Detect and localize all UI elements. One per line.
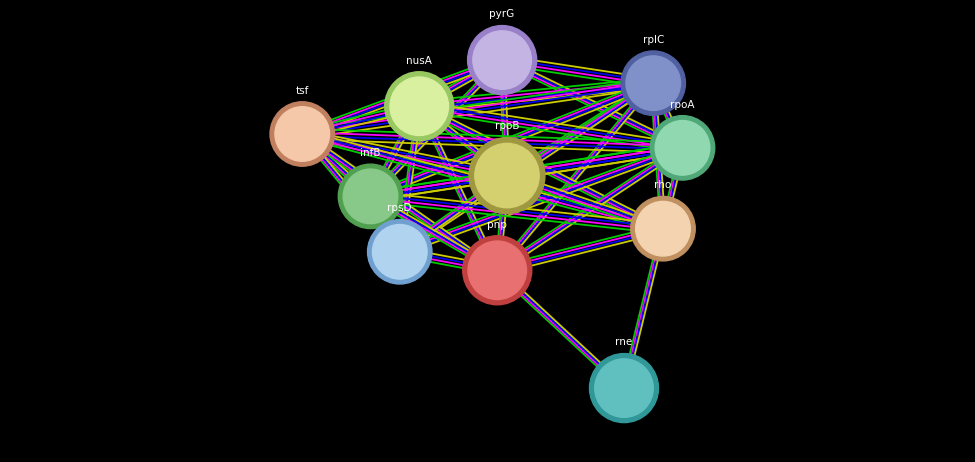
- Ellipse shape: [385, 72, 453, 141]
- Ellipse shape: [468, 25, 536, 95]
- Text: rne: rne: [615, 337, 633, 347]
- Ellipse shape: [475, 143, 539, 208]
- Text: pnp: pnp: [488, 219, 507, 230]
- Ellipse shape: [390, 77, 448, 135]
- Ellipse shape: [631, 196, 695, 261]
- Text: infB: infB: [360, 148, 381, 158]
- Text: tsf: tsf: [295, 85, 309, 96]
- Ellipse shape: [650, 116, 715, 180]
- Text: rpoA: rpoA: [670, 99, 695, 109]
- Ellipse shape: [636, 201, 690, 256]
- Ellipse shape: [590, 353, 658, 423]
- Text: rplC: rplC: [643, 35, 664, 45]
- Ellipse shape: [338, 164, 403, 229]
- Ellipse shape: [469, 138, 545, 213]
- Ellipse shape: [468, 241, 526, 299]
- Ellipse shape: [270, 102, 334, 166]
- Ellipse shape: [621, 51, 685, 116]
- Text: rpsD: rpsD: [387, 203, 412, 213]
- Text: rpoB: rpoB: [494, 122, 520, 131]
- Ellipse shape: [368, 219, 432, 284]
- Ellipse shape: [463, 236, 531, 305]
- Ellipse shape: [343, 169, 398, 224]
- Ellipse shape: [473, 31, 531, 89]
- Text: nusA: nusA: [407, 55, 432, 66]
- Text: pyrG: pyrG: [489, 9, 515, 19]
- Text: rho: rho: [654, 180, 672, 190]
- Ellipse shape: [595, 359, 653, 417]
- Ellipse shape: [655, 121, 710, 175]
- Ellipse shape: [626, 56, 681, 110]
- Ellipse shape: [275, 107, 330, 161]
- Ellipse shape: [372, 225, 427, 279]
